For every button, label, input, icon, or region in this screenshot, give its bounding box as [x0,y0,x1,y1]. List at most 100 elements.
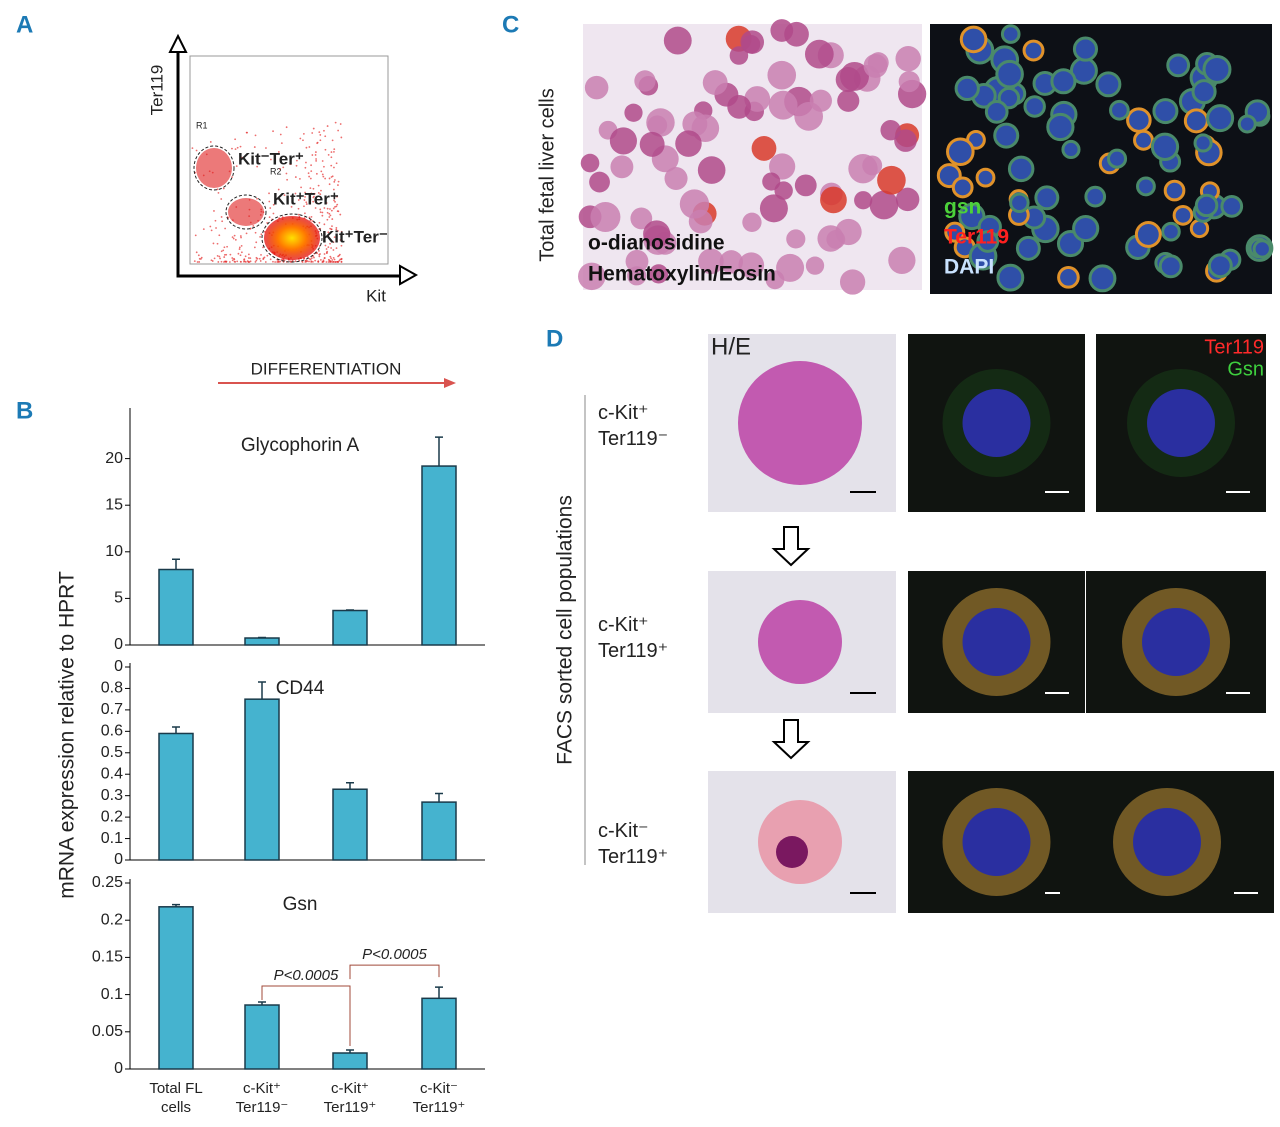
event-dot [259,260,262,262]
event-dot [249,257,252,260]
event-dot [331,259,334,261]
event-dot [332,249,335,251]
event-dot [285,126,288,129]
y-tick-label: 0 [114,658,123,675]
event-dot [329,208,331,210]
cell [1161,221,1181,242]
event-dot [256,165,259,168]
event-dot [327,231,330,234]
event-dot [253,146,256,148]
stain-label: o-dianosidine [588,232,725,255]
cell [954,75,980,102]
event-dot [218,255,221,258]
cell [698,248,724,275]
event-dot [313,256,315,259]
event-dot [332,207,335,210]
axis [176,48,410,278]
row-label: c-Kit⁺ Ter119⁺ [598,614,669,662]
cell [1022,39,1045,62]
event-dot [330,164,333,167]
event-dot [339,123,342,125]
bar [332,609,368,646]
x-tick-label: Total FL cells [149,1080,203,1116]
event-dot [196,261,199,263]
event-dot [272,130,274,133]
error-bar [172,903,180,907]
cell [1023,95,1046,118]
event-dot [314,259,317,262]
event-dot [274,202,277,204]
event-dot [254,231,257,234]
cell [729,46,749,65]
event-dot [333,199,335,202]
event-dot [213,257,216,260]
event-dot [303,205,305,208]
event-dot [266,254,269,257]
event-dot [194,234,197,237]
channel-label: Ter119 [1204,336,1264,358]
event-dot [337,229,339,232]
event-dot [321,214,324,217]
event-dot [297,207,300,210]
cell [862,155,883,176]
event-dot [333,236,336,239]
event-dot [256,197,258,200]
flow-plot: Ter119 Kit R1 R2 [147,33,419,305]
event-dot [324,148,327,151]
event-dot [320,189,322,192]
cell [609,127,637,155]
error-bar [258,1001,266,1006]
cell [727,95,751,119]
event-dot [305,161,307,164]
event-dot [337,180,340,183]
event-dot [302,139,304,142]
y-tick-label: 0.2 [101,808,123,825]
cell [663,26,692,55]
population [196,148,232,188]
arrow-head [444,378,456,388]
y-tick-label: 0.5 [101,744,123,761]
event-dot [314,151,317,153]
arrow [168,33,188,53]
panel-label: A [16,11,33,38]
cell [1109,99,1130,121]
cell [1220,195,1244,218]
event-dot [305,201,308,204]
event-dot [255,259,258,262]
error-bar [172,726,180,734]
nucleus [962,608,1031,676]
chart-title: Glycophorin A [241,435,360,456]
error-bar [346,1049,354,1053]
event-dot [304,166,307,169]
error-bar [258,681,266,700]
event-dot [309,258,312,261]
cell [1207,253,1233,279]
arrow [399,264,419,286]
nucleus [962,389,1031,457]
event-dot [256,158,259,161]
cell [759,194,788,223]
event-dot [312,200,315,203]
event-dot [323,129,325,132]
event-dot [231,259,234,262]
event-dot [337,184,339,186]
event-dot [213,210,215,212]
y-tick-label: 0 [114,636,123,653]
cell [682,111,708,137]
event-dot [324,177,327,180]
channel-label: Gsn [1227,358,1264,380]
event-dot [310,257,313,260]
cell [946,137,975,167]
event-dot [221,220,224,223]
x-tick-label: c-Kit⁻ Ter119⁺ [412,1080,466,1116]
event-dot [311,220,314,222]
cell [880,120,901,141]
event-dot [333,148,336,151]
event-dot [307,172,310,175]
event-dot [231,257,234,259]
gate [225,194,267,230]
gate-label: R1 [196,120,208,130]
event-dot [198,261,201,263]
event-dot [318,253,321,256]
event-dot [228,261,231,263]
